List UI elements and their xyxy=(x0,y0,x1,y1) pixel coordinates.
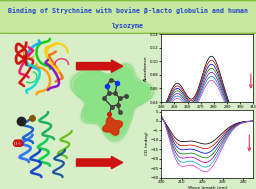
FancyArrow shape xyxy=(77,156,123,169)
X-axis label: Wave length (nm): Wave length (nm) xyxy=(188,110,227,114)
Polygon shape xyxy=(69,62,155,143)
Polygon shape xyxy=(71,64,153,141)
Y-axis label: CD (mdeg): CD (mdeg) xyxy=(145,132,149,155)
Text: lysozyme: lysozyme xyxy=(112,23,144,29)
Text: Binding of Strychnine with bovine β-lacto globulin and human: Binding of Strychnine with bovine β-lact… xyxy=(8,8,248,14)
FancyArrow shape xyxy=(77,60,123,72)
X-axis label: Wave length (nm): Wave length (nm) xyxy=(188,186,227,189)
Polygon shape xyxy=(73,66,151,139)
Y-axis label: Absorbance: Absorbance xyxy=(144,55,148,81)
FancyBboxPatch shape xyxy=(0,1,256,33)
Polygon shape xyxy=(103,118,123,135)
Polygon shape xyxy=(75,67,149,137)
